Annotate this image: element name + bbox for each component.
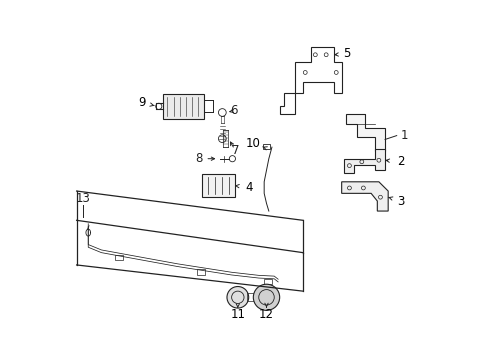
Polygon shape <box>346 114 384 151</box>
Text: 12: 12 <box>259 308 273 321</box>
Text: 13: 13 <box>75 192 90 205</box>
Bar <box>163 94 203 119</box>
Bar <box>262 144 270 149</box>
Polygon shape <box>343 149 384 172</box>
Text: 3: 3 <box>396 194 404 208</box>
Text: 11: 11 <box>230 308 245 321</box>
Text: 6: 6 <box>230 104 237 117</box>
Text: 2: 2 <box>396 155 404 168</box>
Text: 4: 4 <box>244 181 252 194</box>
Circle shape <box>253 284 279 310</box>
Text: 5: 5 <box>342 48 349 60</box>
Text: 8: 8 <box>194 152 202 165</box>
Text: 10: 10 <box>245 137 260 150</box>
Bar <box>202 174 234 197</box>
Text: 7: 7 <box>231 144 239 157</box>
Text: 9: 9 <box>138 96 145 109</box>
Bar <box>264 279 271 284</box>
Circle shape <box>226 287 248 308</box>
Polygon shape <box>341 182 387 211</box>
Text: 1: 1 <box>400 129 407 142</box>
Bar <box>196 269 204 275</box>
Bar <box>115 255 123 260</box>
Bar <box>246 293 254 301</box>
